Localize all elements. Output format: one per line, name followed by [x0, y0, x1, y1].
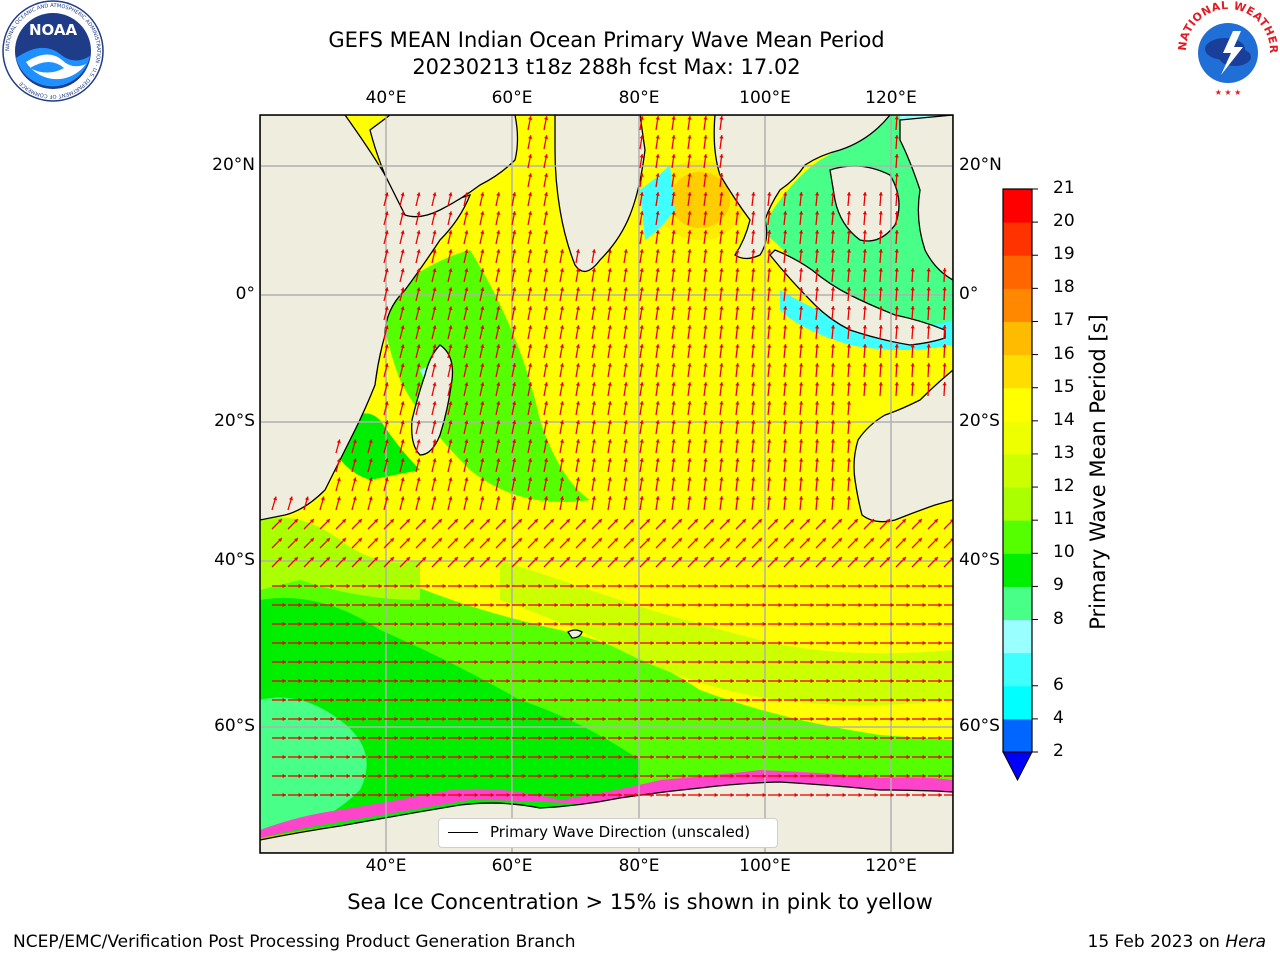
lat-label-left-40s: 40°S [214, 550, 255, 570]
colorbar-band [1003, 520, 1032, 554]
lat-label-left-20s: 20°S [214, 411, 255, 431]
colorbar-band [1003, 321, 1032, 355]
lon-label-bottom-120e: 120°E [865, 856, 917, 876]
colorbar [995, 180, 1055, 790]
colorbar-band [1003, 388, 1032, 422]
wave-arrow-head [955, 660, 958, 664]
colorbar-band [1003, 487, 1032, 521]
wave-arrow-head [955, 679, 958, 683]
wave-arrow-head [955, 717, 958, 721]
colorbar-tick-label: 10 [1053, 542, 1075, 562]
wave-arrow-head [955, 584, 958, 588]
wave-arrow-head [955, 774, 958, 778]
lon-label-top-40e: 40°E [366, 88, 407, 108]
lat-label-left-0: 0° [236, 284, 255, 304]
lat-label-right-20n: 20°N [959, 155, 1002, 175]
colorbar-band [1003, 454, 1032, 488]
colorbar-bands [1003, 189, 1032, 753]
colorbar-tick-label: 21 [1053, 178, 1075, 198]
wave-arrow-head [955, 698, 958, 702]
colorbar-band [1003, 421, 1032, 455]
lon-label-bottom-60e: 60°E [492, 856, 533, 876]
lon-label-bottom-100e: 100°E [739, 856, 791, 876]
lon-label-bottom-80e: 80°E [619, 856, 660, 876]
footer-date-text: 15 Feb 2023 on [1088, 932, 1226, 952]
colorbar-extend-triangle [1003, 752, 1032, 780]
lon-label-bottom-40e: 40°E [366, 856, 407, 876]
colorbar-band [1003, 288, 1032, 322]
colorbar-tick-label: 13 [1053, 443, 1075, 463]
lon-label-top-80e: 80°E [619, 88, 660, 108]
legend-line-swatch [448, 832, 478, 833]
colorbar-band [1003, 586, 1032, 620]
colorbar-title: Primary Wave Mean Period [s] [1086, 314, 1110, 630]
colorbar-band [1003, 255, 1032, 289]
lat-label-right-60s: 60°S [959, 716, 1000, 736]
map-legend: Primary Wave Direction (unscaled) [438, 818, 778, 848]
colorbar-tick-label: 8 [1053, 609, 1064, 629]
lat-label-right-40s: 40°S [959, 550, 1000, 570]
lat-label-left-20n: 20°N [212, 155, 255, 175]
colorbar-tick-label: 18 [1053, 277, 1075, 297]
colorbar-band [1003, 355, 1032, 389]
colorbar-ticks [1032, 189, 1038, 752]
colorbar-band [1003, 553, 1032, 587]
wave-arrow-head [955, 603, 958, 607]
lon-label-top-100e: 100°E [739, 88, 791, 108]
lat-label-left-60s: 60°S [214, 716, 255, 736]
colorbar-tick-label: 15 [1053, 377, 1075, 397]
colorbar-tick-label: 14 [1053, 410, 1075, 430]
footer-credit: NCEP/EMC/Verification Post Processing Pr… [13, 932, 576, 952]
lon-label-top-60e: 60°E [492, 88, 533, 108]
colorbar-tick-label: 17 [1053, 310, 1075, 330]
lat-label-right-0: 0° [959, 284, 978, 304]
footer-date: 15 Feb 2023 on Hera [1088, 932, 1266, 952]
colorbar-band [1003, 620, 1032, 654]
colorbar-tick-label: 9 [1053, 575, 1064, 595]
wave-arrow-head [955, 755, 958, 759]
colorbar-tick-label: 11 [1053, 509, 1075, 529]
footer-host: Hera [1225, 932, 1266, 952]
colorbar-band [1003, 653, 1032, 687]
colorbar-tick-label: 19 [1053, 244, 1075, 264]
lon-label-top-120e: 120°E [865, 88, 917, 108]
wave-arrow-head [955, 641, 958, 645]
colorbar-tick-label: 16 [1053, 344, 1075, 364]
colorbar-tick-label: 4 [1053, 708, 1064, 728]
colorbar-tick-label: 6 [1053, 675, 1064, 695]
colorbar-tick-label: 2 [1053, 741, 1064, 761]
colorbar-tick-label: 20 [1053, 211, 1075, 231]
sea-ice-note: Sea Ice Concentration > 15% is shown in … [347, 890, 933, 914]
wave-arrow-head [955, 793, 958, 797]
colorbar-tick-label: 12 [1053, 476, 1075, 496]
colorbar-band [1003, 686, 1032, 720]
legend-label: Primary Wave Direction (unscaled) [490, 823, 750, 841]
lat-label-right-20s: 20°S [959, 411, 1000, 431]
colorbar-band [1003, 189, 1032, 223]
wave-arrow-head [955, 736, 958, 740]
colorbar-band [1003, 222, 1032, 256]
colorbar-band [1003, 719, 1032, 753]
wave-arrow-head [955, 622, 958, 626]
